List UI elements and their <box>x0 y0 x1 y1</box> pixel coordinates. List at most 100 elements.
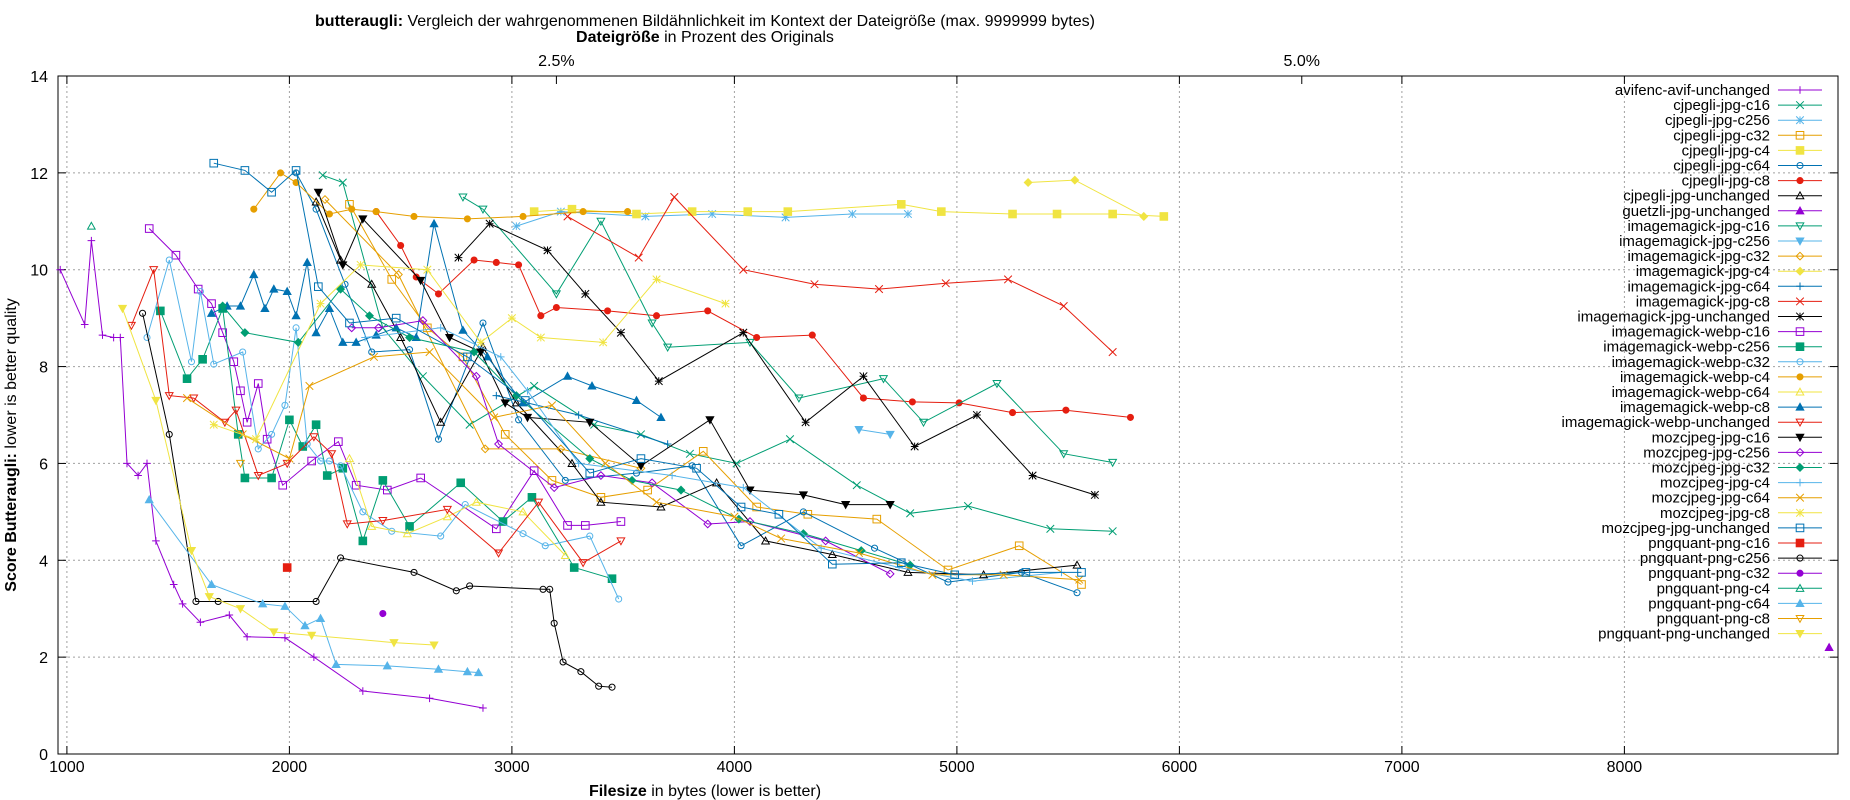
data-point-pngquant-png-c256 <box>337 554 345 562</box>
data-point-imagemagick-webp-c32 <box>337 462 345 470</box>
x2-axis-label-rest: in Prozent des Originals <box>660 29 834 46</box>
data-point-cjpegli-jpg-c8 <box>704 307 712 315</box>
series-imagemagick-jpg-c16 <box>458 193 1118 468</box>
data-point-mozcjpeg-jpg-unchanged <box>828 559 837 569</box>
series-cjpegli-jpg-unchanged <box>311 197 1082 579</box>
data-point-imagemagick-webp-c32 <box>165 256 173 264</box>
legend-label-pngquant-png-c4: pngquant-png-c4 <box>1657 580 1770 597</box>
data-point-mozcjpeg-jpg-c256 <box>596 471 606 481</box>
y-tick-label: 0 <box>39 747 48 764</box>
series-imagemagick-webp-unchanged <box>126 266 626 568</box>
data-point-mozcjpeg-jpg-c8 <box>476 338 485 347</box>
series-pngquant-png-c32 <box>379 610 387 618</box>
data-point-pngquant-png-c256 <box>539 585 547 593</box>
data-point-cjpegli-jpg-unchanged <box>511 398 521 407</box>
data-point-imagemagick-jpg-c8 <box>874 284 884 294</box>
data-point-mozcjpeg-jpg-c8 <box>209 420 218 429</box>
data-point-cjpegli-jpg-c4 <box>783 207 793 216</box>
data-point-imagemagick-jpg-unchanged <box>972 410 982 420</box>
data-point-imagemagick-webp-unchanged <box>442 505 453 515</box>
data-point-mozcjpeg-jpg-unchanged <box>463 352 472 362</box>
data-point-cjpegli-jpg-c16 <box>963 501 973 511</box>
series-line-mozcjpeg-jpg-unchanged <box>213 162 1082 576</box>
legend-label-pngquant-png-c32: pngquant-png-c32 <box>1648 565 1770 582</box>
legend-marker-mozcjpeg-jpg-c16 <box>1795 433 1805 443</box>
data-point-cjpegli-jpg-c8 <box>1008 409 1017 417</box>
legend-marker-cjpegli-jpg-c256 <box>1795 116 1805 125</box>
data-point-pngquant-png-c64 <box>473 667 484 677</box>
series-imagemagick-jpg-c32 <box>320 194 646 473</box>
legend-marker-imagemagick-webp-c16 <box>1795 327 1805 336</box>
series-line-cjpegli-jpg-c64 <box>295 172 1078 594</box>
data-point-cjpegli-jpg-c16 <box>338 178 347 187</box>
data-point-imagemagick-jpg-c16 <box>1059 450 1069 459</box>
data-point-avifenc-avif-unchanged <box>178 600 187 608</box>
data-point-imagemagick-webp-c8 <box>562 371 573 380</box>
data-point-imagemagick-webp-c4 <box>624 208 632 216</box>
data-point-imagemagick-webp-c4 <box>276 169 285 177</box>
data-point-mozcjpeg-jpg-c16 <box>416 276 426 286</box>
data-point-cjpegli-jpg-c64 <box>688 462 696 470</box>
data-point-imagemagick-jpg-c16 <box>478 205 488 215</box>
data-point-imagemagick-webp-c16 <box>616 517 626 526</box>
data-point-pngquant-png-c16 <box>282 563 292 572</box>
series-line-imagemagick-jpg-c4 <box>1028 179 1145 217</box>
data-point-imagemagick-webp-c256 <box>285 415 294 425</box>
y-tick-label: 10 <box>30 263 48 280</box>
data-point-pngquant-png-c64 <box>300 620 310 630</box>
legend-label-imagemagick-webp-c256: imagemagick-webp-c256 <box>1603 339 1770 356</box>
legend-marker-imagemagick-jpg-unchanged <box>1795 312 1805 321</box>
data-point-mozcjpeg-jpg-c32 <box>336 284 346 294</box>
series-line-imagemagick-jpg-c16 <box>462 196 1113 463</box>
data-point-imagemagick-webp-c32 <box>281 401 289 409</box>
data-point-pngquant-png-c64 <box>433 664 444 673</box>
data-point-cjpegli-jpg-c16 <box>906 509 915 518</box>
legend-marker-imagemagick-webp-c4 <box>1796 373 1804 381</box>
data-point-imagemagick-jpg-c16 <box>794 394 804 403</box>
data-point-pngquant-png-c8 <box>235 459 246 469</box>
y-axis-label-rest: lower is better quality <box>3 298 20 453</box>
data-point-imagemagick-webp-c8 <box>260 303 270 312</box>
series-line-mozcjpeg-jpg-c64 <box>186 351 1080 581</box>
data-point-mozcjpeg-jpg-unchanged <box>391 313 401 323</box>
data-point-cjpegli-jpg-c4 <box>529 207 539 216</box>
data-point-imagemagick-webp-c4 <box>463 215 471 223</box>
data-point-imagemagick-webp-c256 <box>198 355 207 364</box>
chart-title-bold: butteraugli: <box>315 13 403 30</box>
data-point-imagemagick-jpg-unchanged <box>1090 490 1100 500</box>
data-point-imagemagick-webp-c16 <box>307 456 316 466</box>
series-line-cjpegli-jpg-c8 <box>375 211 1131 418</box>
data-point-imagemagick-jpg-c64 <box>492 391 501 400</box>
data-point-cjpegli-jpg-unchanged <box>656 502 666 511</box>
data-point-imagemagick-webp-c64 <box>560 550 570 559</box>
data-point-imagemagick-jpg-c8 <box>941 279 950 288</box>
data-point-mozcjpeg-jpg-c16 <box>313 188 323 198</box>
x2-tick-label: 5.0% <box>1284 53 1320 70</box>
series-imagemagick-jpg-c64 <box>492 391 672 448</box>
data-point-mozcjpeg-jpg-c16 <box>841 501 851 510</box>
data-point-mozcjpeg-jpg-c8 <box>316 299 325 308</box>
axis-ticks: 1000 2000 3000 4000 5000 6000 7000 8000 0 2 4 6 8 10 1… <box>30 53 1838 776</box>
data-point-imagemagick-jpg-c32 <box>393 270 403 280</box>
data-point-pngquant-png-c256 <box>192 597 200 605</box>
data-point-mozcjpeg-jpg-c64 <box>285 454 294 463</box>
data-point-avifenc-avif-unchanged <box>152 537 160 545</box>
x-tick-label: 6000 <box>1162 759 1198 776</box>
data-point-mozcjpeg-jpg-c8 <box>598 338 608 347</box>
series-pngquant-png-c256 <box>139 309 616 691</box>
legend-marker-imagemagick-jpg-c4 <box>1795 266 1805 276</box>
data-point-cjpegli-jpg-c8 <box>652 312 661 320</box>
data-point-mozcjpeg-jpg-unchanged <box>267 187 276 197</box>
data-point-pngquant-png-unchanged <box>186 547 197 556</box>
chart-title: butteraugli: Vergleich der wahrgenommene… <box>315 13 1095 30</box>
legend-label-imagemagick-jpg-c64: imagemagick-jpg-c64 <box>1627 278 1770 295</box>
data-point-cjpegli-jpg-c8 <box>908 398 916 406</box>
data-point-avifenc-avif-unchanged <box>425 694 434 703</box>
data-point-mozcjpeg-jpg-unchanged <box>636 454 646 463</box>
series-line-imagemagick-webp-c8 <box>211 223 662 418</box>
data-point-imagemagick-webp-c16 <box>236 386 245 396</box>
series-imagemagick-webp-c8 <box>206 218 666 421</box>
data-point-cjpegli-jpg-c8 <box>537 312 545 320</box>
series-pngquant-png-c16 <box>282 563 292 572</box>
data-point-imagemagick-webp-c32 <box>615 595 623 603</box>
